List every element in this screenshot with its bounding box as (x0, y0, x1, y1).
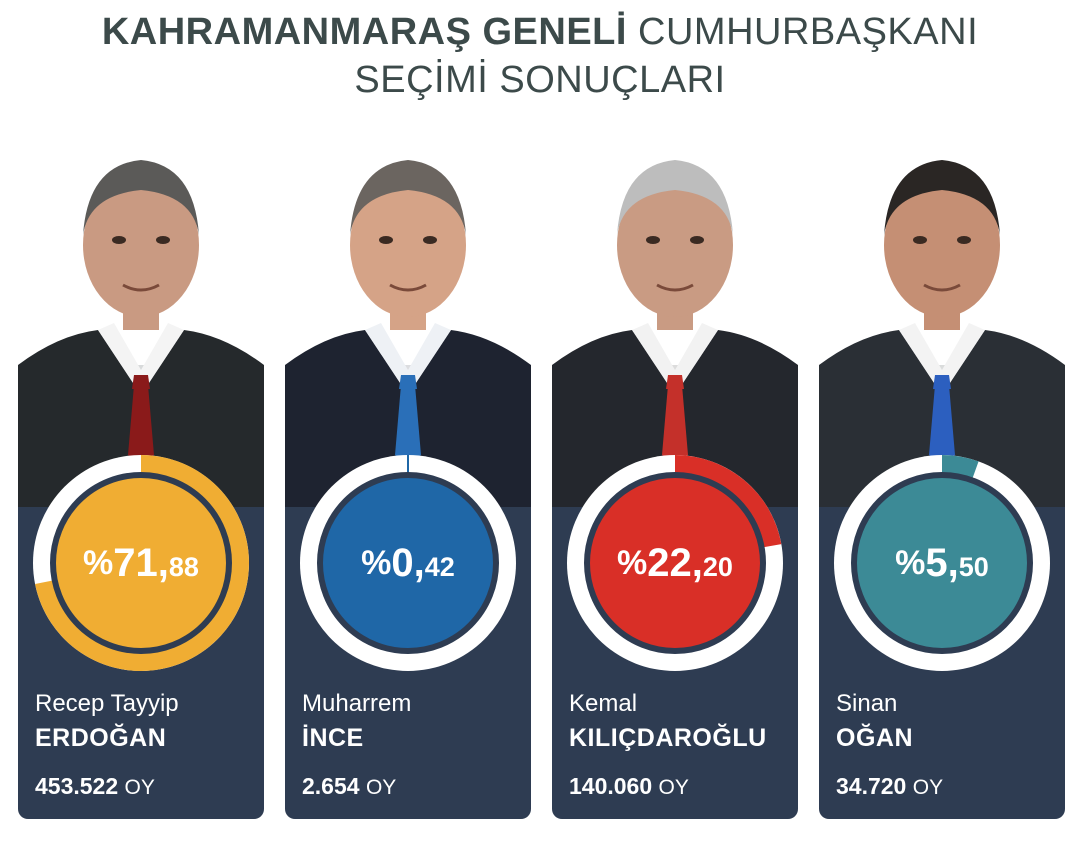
vote-unit: OY (124, 776, 155, 799)
percent-decimal: 20 (702, 551, 733, 582)
percent-symbol: % (895, 543, 926, 582)
candidate-first-name: Kemal (569, 690, 638, 717)
vote-unit: OY (658, 776, 689, 799)
vote-unit: OY (912, 776, 944, 799)
vote-number: 34.720 (836, 773, 907, 799)
portrait-illustration (819, 135, 1065, 507)
percent-symbol: % (83, 543, 114, 582)
candidate-portrait (285, 135, 531, 507)
percentage-ring (834, 455, 1050, 671)
vote-number: 453.522 (35, 773, 119, 799)
candidate-card: % 5, 50 Sinan OĞAN 34.720 OY (819, 135, 1065, 819)
percent-decimal: 42 (424, 551, 455, 582)
portrait-illustration (285, 135, 531, 507)
candidate-portrait (552, 135, 798, 507)
ring-center (317, 472, 499, 654)
percent-symbol: % (361, 543, 392, 582)
candidate-first-name: Recep Tayyip (35, 690, 179, 717)
percentage-label: % 5, 50 (834, 455, 1050, 671)
candidate-portrait (18, 135, 264, 507)
candidate-card: % 22, 20 Kemal KILIÇDAROĞLU 140.060 OY (552, 135, 798, 819)
vote-number: 140.060 (569, 773, 653, 799)
title-bold: KAHRAMANMARAŞ GENELİ (101, 11, 627, 53)
percent-integer: 71, (113, 540, 169, 585)
percentage-label: % 22, 20 (567, 455, 783, 671)
candidate-first-name: Sinan (836, 690, 898, 717)
percentage-ring (33, 455, 249, 671)
candidate-portrait (819, 135, 1065, 507)
vote-count: 34.720 OY (836, 773, 943, 800)
candidate-first-name: Muharrem (302, 690, 412, 717)
percentage-ring (567, 455, 783, 671)
ring-center (50, 472, 232, 654)
ring-center (584, 472, 766, 654)
portrait-illustration (18, 135, 264, 507)
percent-symbol: % (617, 543, 648, 582)
title-line2: SEÇİMİ SONUÇLARI (354, 59, 726, 101)
percentage-label: % 71, 88 (33, 455, 249, 671)
candidate-last-name: KILIÇDAROĞLU (569, 724, 767, 752)
title-light: CUMHURBAŞKANI (638, 11, 979, 53)
candidate-last-name: ERDOĞAN (35, 724, 167, 752)
candidate-last-name: OĞAN (836, 724, 913, 752)
percentage-ring (300, 455, 516, 671)
page-title: KAHRAMANMARAŞ GENELİ CUMHURBAŞKANI SEÇİM… (0, 8, 1080, 104)
ring-center (851, 472, 1033, 654)
percent-decimal: 50 (958, 551, 989, 582)
vote-count: 2.654 OY (302, 773, 396, 800)
percent-integer: 0, (391, 540, 425, 585)
portrait-illustration (552, 135, 798, 507)
vote-count: 140.060 OY (569, 773, 689, 800)
candidate-card: % 71, 88 Recep Tayyip ERDOĞAN 453.522 OY (18, 135, 264, 819)
percent-decimal: 88 (168, 551, 199, 582)
vote-count: 453.522 OY (35, 773, 155, 800)
percent-integer: 22, (647, 540, 703, 585)
vote-number: 2.654 (302, 773, 360, 799)
vote-unit: OY (365, 776, 397, 799)
candidate-card: % 0, 42 Muharrem İNCE 2.654 OY (285, 135, 531, 819)
percent-integer: 5, (925, 540, 959, 585)
candidate-last-name: İNCE (302, 724, 364, 752)
percentage-label: % 0, 42 (300, 455, 516, 671)
